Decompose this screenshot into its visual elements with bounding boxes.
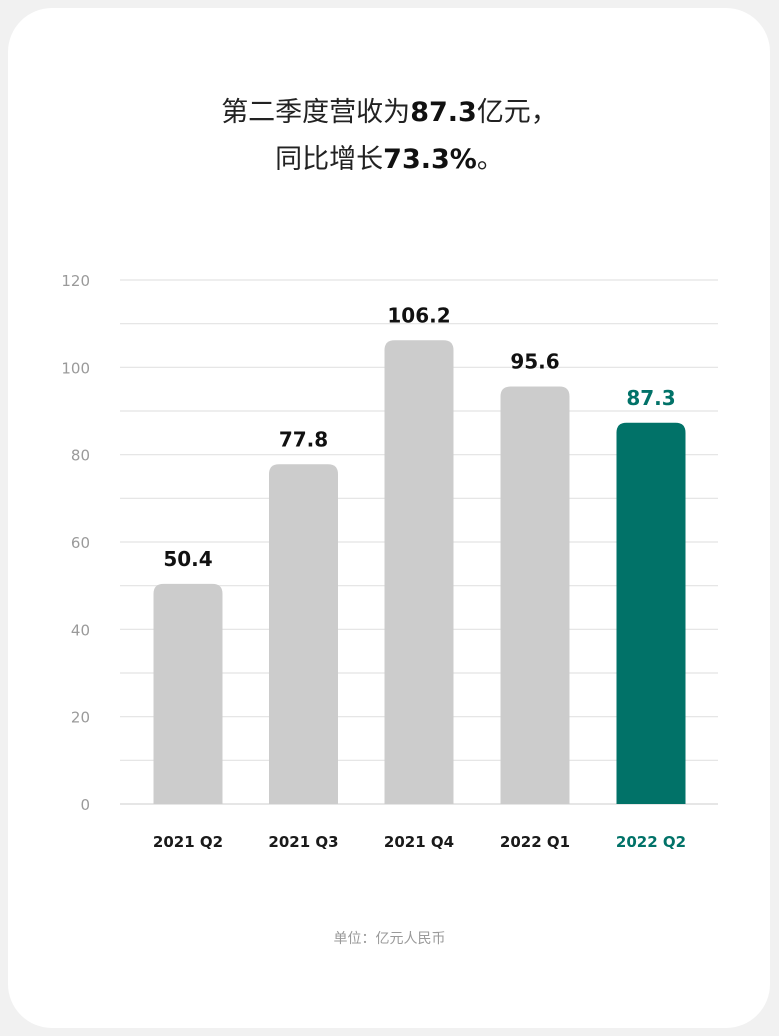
headline-text: 同比增长 (275, 144, 384, 175)
headline-line-1: 第二季度营收为87.3亿元， (0, 93, 779, 133)
x-tick-label: 2022 Q1 (500, 833, 570, 851)
x-tick-label: 2021 Q2 (153, 833, 223, 851)
headline-line-2: 同比增长73.3%。 (0, 140, 779, 180)
y-tick-label: 80 (71, 447, 90, 465)
y-tick-label: 120 (61, 272, 90, 290)
data-label: 95.6 (510, 350, 559, 374)
y-tick-label: 40 (71, 621, 90, 639)
bar (500, 386, 570, 804)
headline-text: 第二季度营收为 (221, 97, 411, 128)
data-label: 106.2 (387, 303, 450, 327)
y-tick-label: 100 (61, 359, 90, 377)
data-label: 50.4 (163, 547, 212, 571)
bar (269, 464, 338, 804)
y-tick-label: 60 (71, 534, 90, 552)
bar (153, 583, 223, 804)
y-tick-label: 20 (71, 709, 90, 727)
x-tick-label: 2021 Q3 (268, 833, 338, 851)
y-tick-label: 0 (80, 796, 90, 814)
bar (384, 340, 454, 804)
revenue-value: 87.3 (410, 97, 477, 128)
x-tick-label: 2022 Q2 (616, 833, 686, 851)
unit-label: 单位：亿元人民币 (333, 931, 446, 947)
bar (616, 422, 686, 804)
headline-text: 。 (476, 144, 504, 175)
growth-value: 73.3% (383, 144, 477, 175)
x-tick-label: 2021 Q4 (384, 833, 454, 851)
data-label: 77.8 (279, 427, 328, 451)
headline-text: 亿元， (476, 97, 558, 128)
data-label: 87.3 (626, 386, 675, 410)
